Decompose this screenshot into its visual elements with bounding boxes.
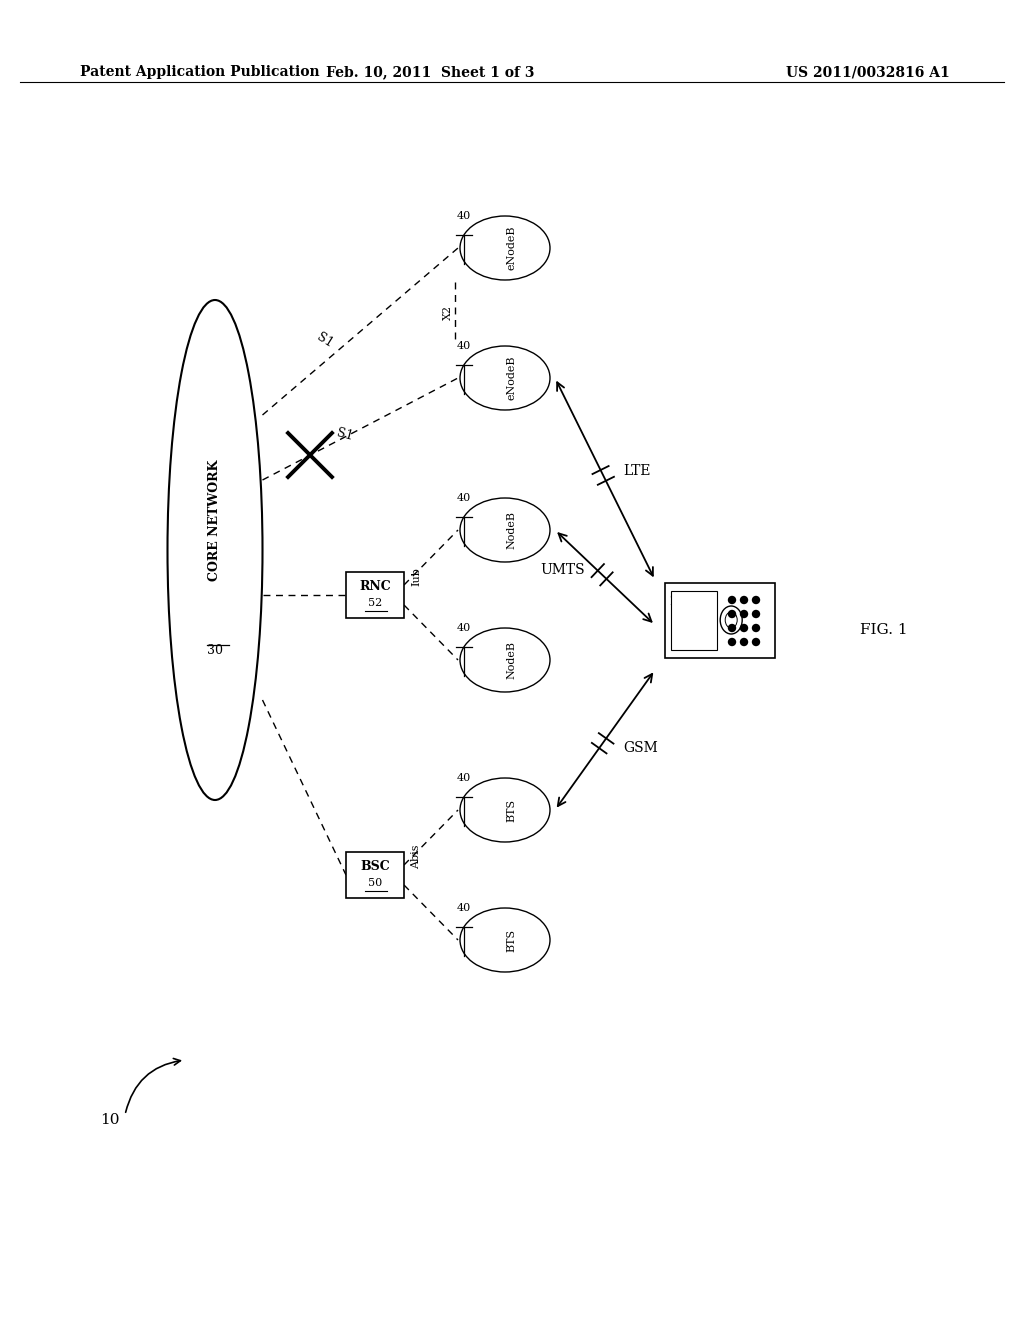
Circle shape xyxy=(740,610,748,618)
Circle shape xyxy=(728,639,735,645)
FancyBboxPatch shape xyxy=(671,590,717,649)
FancyArrowPatch shape xyxy=(126,1059,180,1113)
Text: 10: 10 xyxy=(100,1113,120,1127)
Text: 40: 40 xyxy=(457,903,471,913)
Text: S1: S1 xyxy=(335,426,354,444)
Text: NodeB: NodeB xyxy=(507,511,517,549)
Circle shape xyxy=(753,624,760,631)
Circle shape xyxy=(728,597,735,603)
Text: Iub: Iub xyxy=(411,568,421,586)
Circle shape xyxy=(753,610,760,618)
Text: FIG. 1: FIG. 1 xyxy=(860,623,907,638)
Text: RNC: RNC xyxy=(359,581,391,594)
Text: CORE NETWORK: CORE NETWORK xyxy=(209,459,221,581)
Circle shape xyxy=(728,624,735,631)
FancyBboxPatch shape xyxy=(665,582,775,657)
Text: X2: X2 xyxy=(443,305,453,321)
Text: 40: 40 xyxy=(457,494,471,503)
Circle shape xyxy=(753,639,760,645)
Text: 20: 20 xyxy=(669,595,685,609)
Text: 50: 50 xyxy=(368,878,382,888)
Text: Patent Application Publication: Patent Application Publication xyxy=(80,65,319,79)
Text: 40: 40 xyxy=(457,623,471,634)
Text: Feb. 10, 2011  Sheet 1 of 3: Feb. 10, 2011 Sheet 1 of 3 xyxy=(326,65,535,79)
Text: Abis: Abis xyxy=(411,845,421,870)
Text: 40: 40 xyxy=(457,342,471,351)
Circle shape xyxy=(728,610,735,618)
Circle shape xyxy=(740,597,748,603)
Text: NodeB: NodeB xyxy=(507,642,517,678)
Circle shape xyxy=(740,639,748,645)
Text: 30: 30 xyxy=(207,644,223,656)
Text: BSC: BSC xyxy=(360,861,390,874)
Text: LTE: LTE xyxy=(623,465,650,478)
Circle shape xyxy=(740,624,748,631)
FancyBboxPatch shape xyxy=(346,572,404,618)
Text: GSM: GSM xyxy=(623,741,657,755)
Text: S1: S1 xyxy=(314,330,336,350)
FancyBboxPatch shape xyxy=(346,851,404,898)
Text: eNodeB: eNodeB xyxy=(507,226,517,271)
Circle shape xyxy=(753,597,760,603)
Text: 52: 52 xyxy=(368,598,382,609)
Text: eNodeB: eNodeB xyxy=(507,356,517,400)
Text: 40: 40 xyxy=(457,774,471,783)
Text: UMTS: UMTS xyxy=(541,562,585,577)
Text: US 2011/0032816 A1: US 2011/0032816 A1 xyxy=(786,65,950,79)
Text: 40: 40 xyxy=(457,211,471,222)
Text: BTS: BTS xyxy=(507,928,517,952)
Text: BTS: BTS xyxy=(507,799,517,821)
